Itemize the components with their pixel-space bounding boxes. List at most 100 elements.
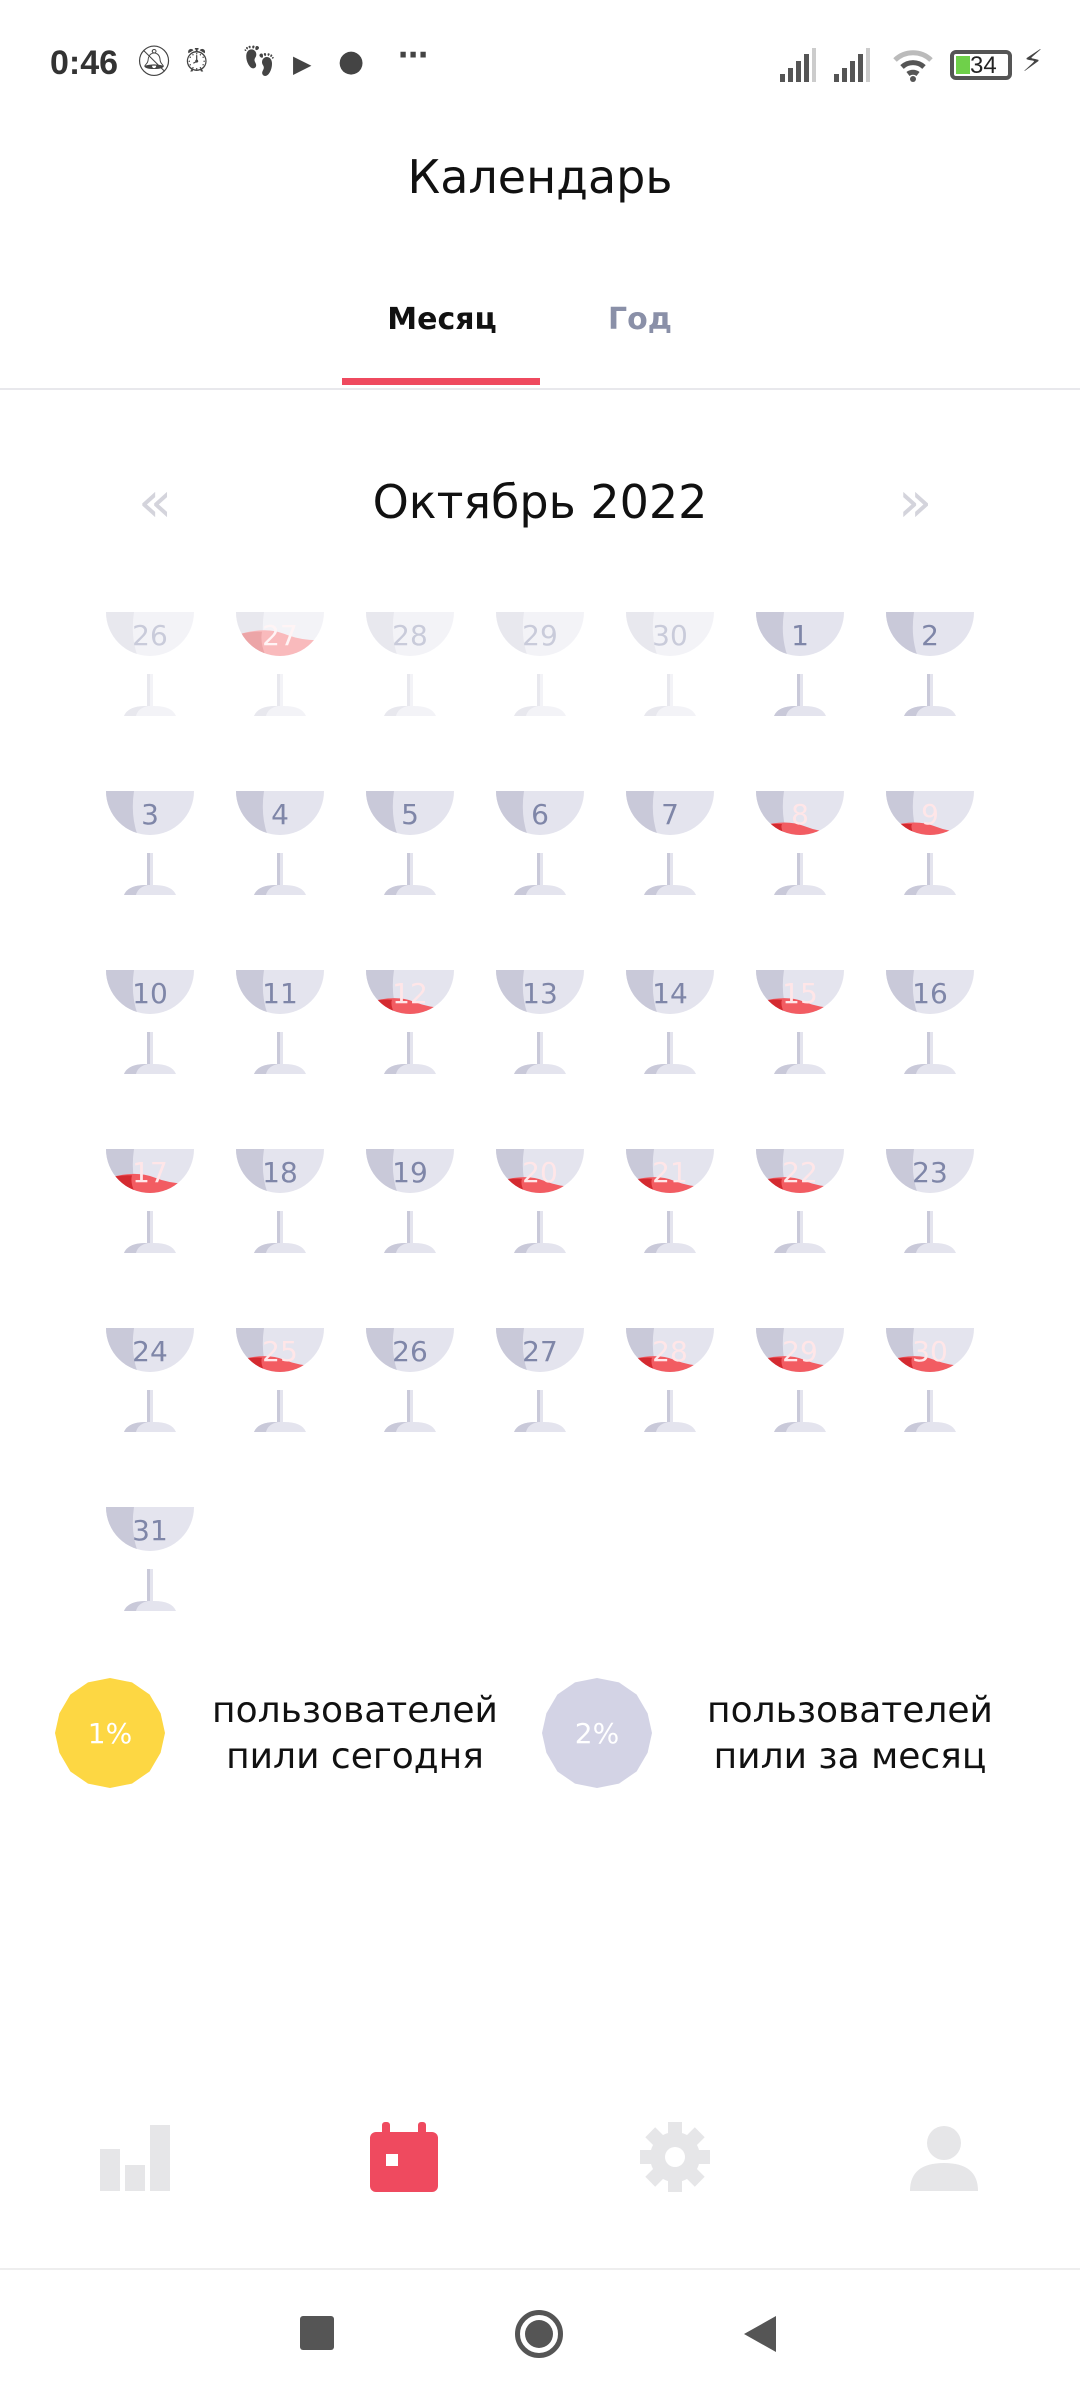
day-number: 4 bbox=[271, 798, 289, 831]
day-number: 7 bbox=[661, 798, 679, 831]
day-number: 25 bbox=[262, 1335, 298, 1368]
day-glass-29[interactable]: 29 bbox=[754, 1328, 846, 1432]
day-glass-13[interactable]: 13 bbox=[494, 970, 586, 1074]
day-glass-14[interactable]: 14 bbox=[624, 970, 716, 1074]
prev-month-button[interactable]: « bbox=[138, 470, 173, 535]
day-glass-22[interactable]: 22 bbox=[754, 1149, 846, 1253]
day-number: 2 bbox=[921, 619, 939, 652]
day-glass-11[interactable]: 11 bbox=[234, 970, 326, 1074]
day-number: 31 bbox=[132, 1514, 168, 1547]
day-number: 18 bbox=[262, 1156, 298, 1189]
day-number: 1 bbox=[791, 619, 809, 652]
record-icon: ● bbox=[338, 44, 365, 79]
gear-icon[interactable] bbox=[640, 2122, 710, 2192]
day-glass-27[interactable]: 27 bbox=[494, 1328, 586, 1432]
back-button[interactable] bbox=[742, 2314, 778, 2354]
day-number: 14 bbox=[652, 977, 688, 1010]
day-glass-3[interactable]: 3 bbox=[104, 791, 196, 895]
day-number: 27 bbox=[522, 1335, 558, 1368]
day-number: 30 bbox=[912, 1335, 948, 1368]
day-glass-7[interactable]: 7 bbox=[624, 791, 716, 895]
day-number: 13 bbox=[522, 977, 558, 1010]
today-percent-badge: 1% bbox=[55, 1678, 165, 1788]
footsteps-icon: 👣︎ bbox=[240, 44, 279, 79]
home-button[interactable] bbox=[515, 2310, 563, 2358]
divider bbox=[0, 388, 1080, 390]
active-tab-indicator bbox=[342, 378, 540, 385]
day-glass-23[interactable]: 23 bbox=[884, 1149, 976, 1253]
day-glass-18[interactable]: 18 bbox=[234, 1149, 326, 1253]
play-icon: ▶ bbox=[293, 50, 312, 78]
day-number: 17 bbox=[132, 1156, 168, 1189]
day-number: 8 bbox=[791, 798, 809, 831]
day-number: 11 bbox=[262, 977, 298, 1010]
day-glass-19[interactable]: 19 bbox=[364, 1149, 456, 1253]
page-title: Календарь bbox=[407, 150, 673, 204]
more-icon: ⋯ bbox=[398, 38, 428, 73]
day-glass-6[interactable]: 6 bbox=[494, 791, 586, 895]
day-glass-15[interactable]: 15 bbox=[754, 970, 846, 1074]
day-number: 24 bbox=[132, 1335, 168, 1368]
day-glass-1[interactable]: 1 bbox=[754, 612, 846, 716]
day-number: 26 bbox=[392, 1335, 428, 1368]
day-number: 27 bbox=[262, 619, 298, 652]
day-number: 20 bbox=[522, 1156, 558, 1189]
day-glass-5[interactable]: 5 bbox=[364, 791, 456, 895]
day-glass-8[interactable]: 8 bbox=[754, 791, 846, 895]
day-glass-17[interactable]: 17 bbox=[104, 1149, 196, 1253]
today-label-line1: пользователей bbox=[212, 1690, 498, 1731]
tab-month[interactable]: Месяц bbox=[387, 302, 497, 337]
day-number: 29 bbox=[522, 619, 558, 652]
recents-button[interactable] bbox=[300, 2316, 334, 2350]
day-number: 28 bbox=[652, 1335, 688, 1368]
charging-icon: ⚡︎ bbox=[1022, 44, 1044, 79]
day-number: 26 bbox=[132, 619, 168, 652]
day-glass-25[interactable]: 25 bbox=[234, 1328, 326, 1432]
day-glass-27[interactable]: 27 bbox=[234, 612, 326, 716]
profile-icon[interactable] bbox=[910, 2125, 978, 2191]
day-glass-30[interactable]: 30 bbox=[884, 1328, 976, 1432]
day-number: 23 bbox=[912, 1156, 948, 1189]
day-number: 19 bbox=[392, 1156, 428, 1189]
day-glass-28[interactable]: 28 bbox=[364, 612, 456, 716]
day-number: 30 bbox=[652, 619, 688, 652]
signal-icon bbox=[780, 48, 870, 82]
day-glass-21[interactable]: 21 bbox=[624, 1149, 716, 1253]
day-glass-9[interactable]: 9 bbox=[884, 791, 976, 895]
day-glass-24[interactable]: 24 bbox=[104, 1328, 196, 1432]
day-number: 10 bbox=[132, 977, 168, 1010]
day-number: 16 bbox=[912, 977, 948, 1010]
day-number: 29 bbox=[782, 1335, 818, 1368]
day-number: 9 bbox=[921, 798, 939, 831]
next-month-button[interactable]: » bbox=[898, 470, 933, 535]
day-glass-31[interactable]: 31 bbox=[104, 1507, 196, 1611]
day-number: 22 bbox=[782, 1156, 818, 1189]
month-label: Октябрь 2022 bbox=[372, 475, 708, 529]
clock: 0:46 bbox=[50, 44, 119, 82]
day-number: 21 bbox=[652, 1156, 688, 1189]
calendar-icon[interactable] bbox=[370, 2122, 438, 2192]
day-number: 28 bbox=[392, 619, 428, 652]
day-number: 5 bbox=[401, 798, 419, 831]
today-label-line2: пили сегодня bbox=[226, 1736, 484, 1777]
day-glass-26[interactable]: 26 bbox=[104, 612, 196, 716]
battery-icon: 34 bbox=[950, 50, 1012, 80]
bar-chart-icon[interactable] bbox=[100, 2125, 170, 2191]
day-number: 3 bbox=[141, 798, 159, 831]
day-number: 6 bbox=[531, 798, 549, 831]
alarm-icon: ⏰︎ bbox=[185, 44, 209, 79]
day-glass-2[interactable]: 2 bbox=[884, 612, 976, 716]
day-glass-12[interactable]: 12 bbox=[364, 970, 456, 1074]
today-label: пользователей пили сегодня bbox=[195, 1688, 515, 1780]
month-label-stat: пользователей пили за месяц bbox=[690, 1688, 1010, 1780]
tab-year[interactable]: Год bbox=[608, 302, 672, 337]
day-glass-20[interactable]: 20 bbox=[494, 1149, 586, 1253]
day-glass-30[interactable]: 30 bbox=[624, 612, 716, 716]
day-glass-28[interactable]: 28 bbox=[624, 1328, 716, 1432]
day-number: 15 bbox=[782, 977, 818, 1010]
day-glass-16[interactable]: 16 bbox=[884, 970, 976, 1074]
day-glass-26[interactable]: 26 bbox=[364, 1328, 456, 1432]
day-glass-10[interactable]: 10 bbox=[104, 970, 196, 1074]
day-glass-29[interactable]: 29 bbox=[494, 612, 586, 716]
day-glass-4[interactable]: 4 bbox=[234, 791, 326, 895]
